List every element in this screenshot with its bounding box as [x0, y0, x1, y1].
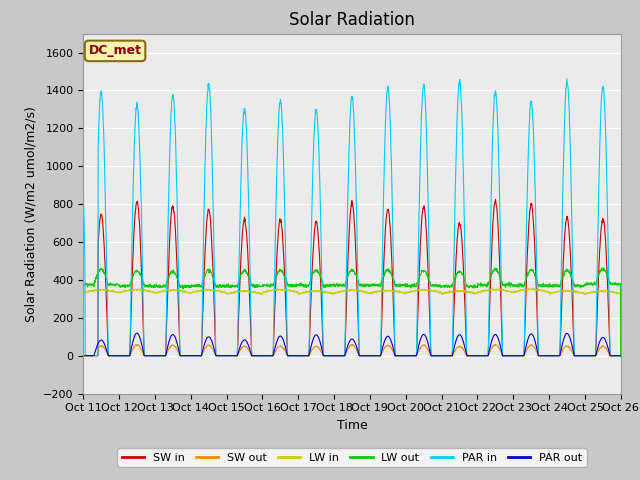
- X-axis label: Time: Time: [337, 419, 367, 432]
- PAR out: [230, 353, 237, 359]
- LW out: [508, 282, 516, 288]
- SW in: [379, 280, 387, 286]
- SW out: [617, 353, 625, 359]
- LW in: [508, 289, 516, 295]
- PAR out: [570, 349, 577, 355]
- PAR out: [508, 353, 516, 359]
- SW out: [79, 353, 87, 359]
- LW in: [529, 286, 537, 291]
- PAR in: [508, 353, 516, 359]
- Line: PAR in: PAR in: [83, 79, 621, 356]
- PAR out: [584, 353, 592, 359]
- PAR out: [380, 342, 387, 348]
- SW in: [508, 353, 516, 359]
- PAR out: [133, 330, 141, 336]
- Line: PAR out: PAR out: [83, 333, 621, 356]
- SW out: [229, 353, 237, 359]
- Line: LW out: LW out: [83, 268, 621, 357]
- PAR in: [585, 353, 593, 359]
- Line: LW in: LW in: [83, 288, 621, 355]
- SW in: [617, 353, 625, 359]
- Legend: SW in, SW out, LW in, LW out, PAR in, PAR out: SW in, SW out, LW in, LW out, PAR in, PA…: [118, 448, 586, 467]
- SW out: [508, 353, 516, 359]
- PAR in: [230, 353, 237, 359]
- LW in: [570, 288, 577, 294]
- SW in: [229, 353, 237, 359]
- PAR out: [368, 353, 376, 359]
- LW out: [79, 281, 87, 287]
- LW in: [379, 287, 387, 293]
- LW in: [367, 290, 375, 296]
- LW out: [617, 354, 625, 360]
- LW out: [570, 279, 577, 285]
- SW in: [79, 353, 87, 359]
- Line: SW in: SW in: [83, 200, 621, 356]
- PAR in: [81, 353, 89, 359]
- SW in: [492, 197, 499, 203]
- PAR in: [563, 76, 571, 82]
- SW out: [368, 353, 376, 359]
- PAR in: [368, 353, 376, 359]
- LW out: [584, 281, 592, 287]
- Y-axis label: Solar Radiation (W/m2 umol/m2/s): Solar Radiation (W/m2 umol/m2/s): [24, 106, 37, 322]
- LW out: [379, 275, 387, 281]
- LW in: [617, 352, 625, 358]
- PAR in: [570, 327, 577, 333]
- PAR out: [79, 353, 87, 359]
- LW in: [584, 289, 592, 295]
- LW out: [229, 284, 237, 289]
- LW in: [79, 291, 87, 297]
- Title: Solar Radiation: Solar Radiation: [289, 11, 415, 29]
- SW in: [570, 333, 577, 338]
- SW out: [584, 353, 592, 359]
- PAR in: [617, 353, 625, 359]
- LW in: [229, 289, 237, 295]
- SW out: [380, 348, 387, 353]
- SW out: [570, 351, 577, 357]
- PAR in: [380, 207, 387, 213]
- PAR out: [617, 353, 625, 359]
- SW in: [367, 353, 375, 359]
- SW in: [584, 353, 592, 359]
- Text: DC_met: DC_met: [88, 44, 141, 58]
- SW out: [349, 342, 356, 348]
- PAR in: [79, 180, 87, 185]
- LW out: [599, 265, 607, 271]
- Line: SW out: SW out: [83, 345, 621, 356]
- LW out: [367, 283, 375, 288]
